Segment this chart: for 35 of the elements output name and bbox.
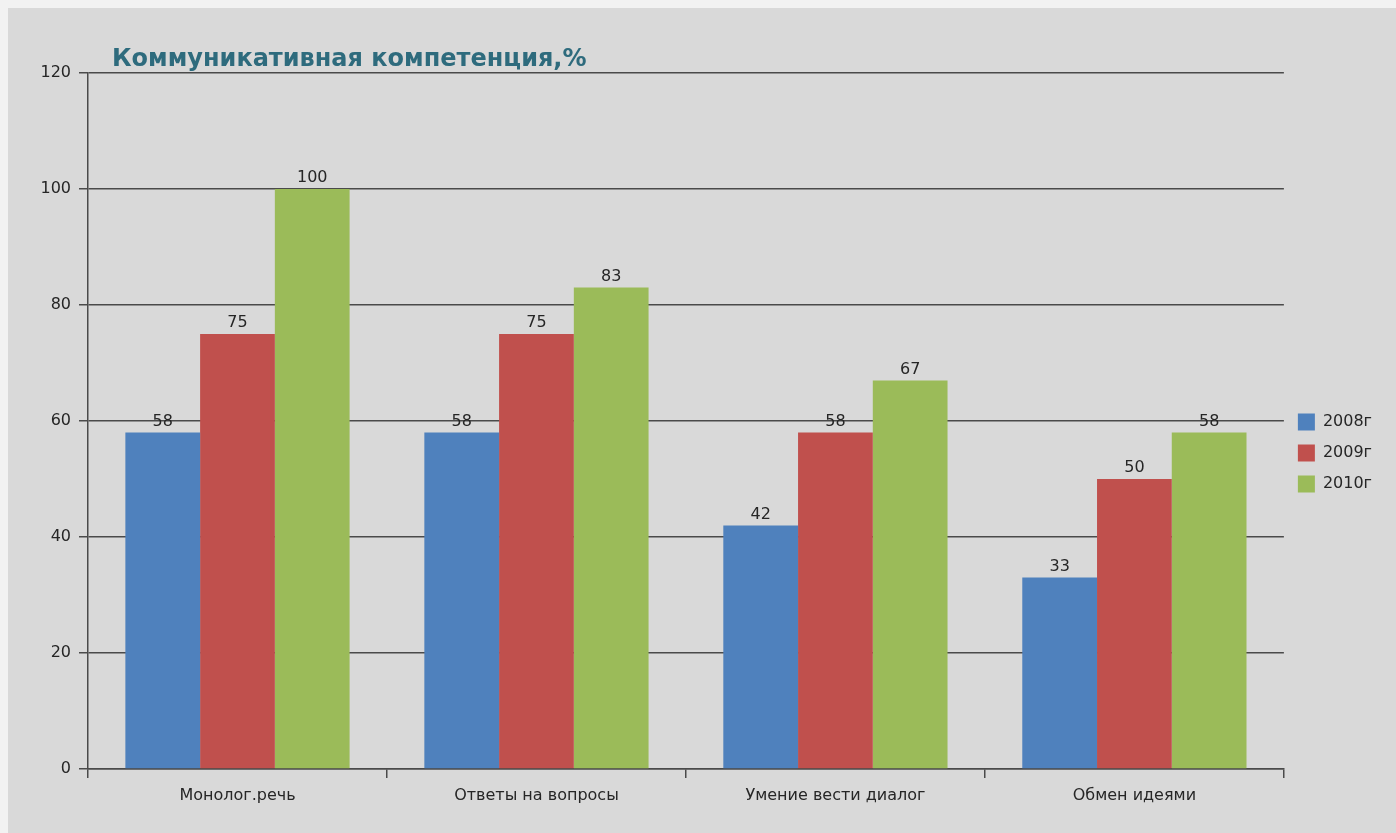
data-label: 67 [899,358,921,378]
legend-label: 2009г [1322,442,1372,462]
data-label: 50 [1124,457,1145,477]
data-label: 75 [227,312,248,332]
y-tick-label: 20 [50,642,71,662]
data-label: 75 [526,312,547,332]
data-label: 100 [296,167,328,187]
bar [798,432,873,769]
bar [1097,479,1172,769]
bar [200,334,275,769]
legend-label: 2008г [1322,411,1372,431]
data-label: 42 [750,503,771,523]
y-tick-label: 0 [60,758,71,778]
y-tick-label: 40 [50,526,71,546]
chart-title: Коммуникативная компетенция,% [112,44,587,72]
bar [125,432,201,769]
x-tick-label: Умение вести диалог [745,784,926,804]
bar [274,189,350,769]
y-tick-label: 100 [40,178,71,198]
bar [1171,432,1247,769]
x-tick-label: Обмен идеями [1072,784,1197,804]
bar [1022,577,1098,769]
bar [723,525,799,769]
y-tick-label: 120 [40,62,71,82]
x-tick-label: Ответы на вопросы [454,784,619,804]
data-label: 83 [601,265,622,285]
bar [872,380,948,769]
y-tick-label: 80 [50,294,71,314]
data-label: 33 [1049,555,1070,575]
bar [573,287,649,769]
bar [424,432,500,769]
x-tick-label: Монолог.речь [179,784,296,804]
bar [499,334,574,769]
y-tick-label: 60 [50,410,71,430]
legend-label: 2010г [1322,473,1372,493]
